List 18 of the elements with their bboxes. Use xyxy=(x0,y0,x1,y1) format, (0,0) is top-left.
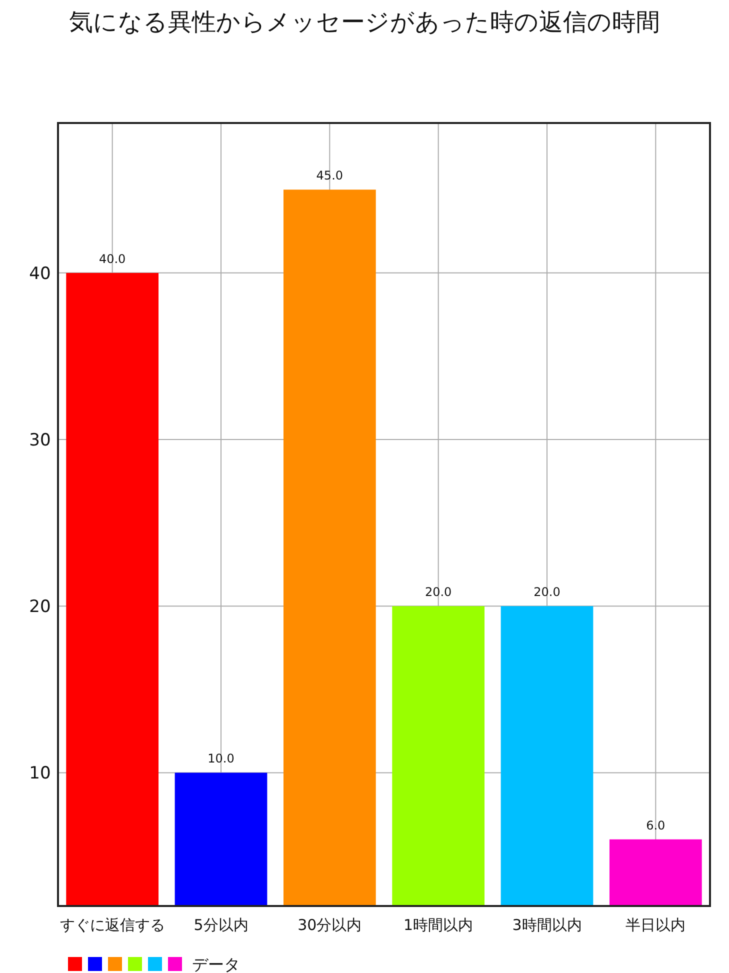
data-label: 10.0 xyxy=(208,752,234,766)
y-tick-label: 20 xyxy=(29,597,51,618)
data-label: 20.0 xyxy=(424,585,452,600)
data-label: 45.0 xyxy=(316,168,344,183)
y-tick-label: 40 xyxy=(29,264,51,284)
x-tick-label: 30分以内 xyxy=(298,916,362,934)
x-tick-label: すぐに返信する xyxy=(60,916,165,934)
y-tick-label: 30 xyxy=(29,430,51,451)
legend-label: データ xyxy=(192,955,240,973)
data-label: 40.0 xyxy=(98,252,126,266)
x-tick-label: 1時間以内 xyxy=(404,916,474,934)
x-tick-label: 半日以内 xyxy=(626,916,686,934)
data-label: 6.0 xyxy=(646,818,666,832)
x-tick-label: 5分以内 xyxy=(194,916,248,934)
chart-title: 気になる異性からメッセージがあった時の返信の時間 xyxy=(69,8,660,36)
data-label: 20.0 xyxy=(534,585,560,600)
y-tick-label: 10 xyxy=(29,764,51,784)
x-tick-label: 3時間以内 xyxy=(512,916,582,934)
